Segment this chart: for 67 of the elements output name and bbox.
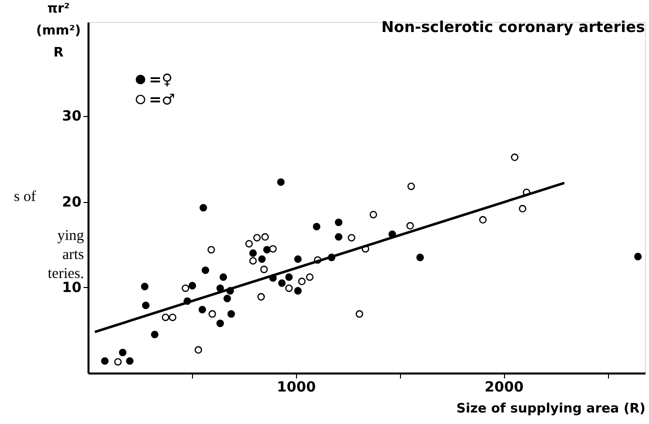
point (298, 278, 306, 286)
point (370, 210, 378, 218)
text: arts (62, 247, 84, 263)
point (407, 182, 415, 190)
point (118, 348, 126, 356)
x-tick-label: 1000 (276, 380, 316, 396)
y-tick-label: 10 (62, 280, 82, 296)
y-axis-title: πr² (mm²) R (36, 2, 81, 60)
point (142, 302, 150, 310)
point (216, 320, 224, 328)
point (223, 294, 232, 302)
point (416, 254, 424, 262)
point (348, 234, 356, 242)
point (220, 273, 228, 281)
point (168, 314, 176, 322)
point (356, 310, 364, 318)
point (261, 233, 269, 241)
point (249, 249, 257, 257)
point (257, 293, 265, 301)
point (114, 358, 122, 366)
y-tick-label: 20 (62, 194, 82, 210)
legend-label: =♀ (149, 70, 173, 88)
point (294, 255, 302, 263)
point (278, 279, 286, 287)
point (249, 257, 257, 265)
point (294, 287, 302, 295)
point (200, 204, 208, 212)
point (269, 245, 277, 253)
point (260, 266, 268, 274)
y-tick-label: 30 (62, 108, 82, 125)
point (334, 233, 342, 241)
chart-title: Non-sclerotic coronary arteries (381, 18, 646, 36)
text: s of (14, 189, 36, 205)
point (285, 284, 293, 292)
point (101, 357, 109, 365)
point (479, 216, 487, 224)
legend-label: =♂ (149, 90, 176, 108)
text: teries. (48, 266, 84, 282)
point (208, 310, 216, 318)
point (245, 240, 253, 248)
point (202, 266, 210, 274)
point (510, 154, 518, 162)
point (263, 246, 271, 254)
point (162, 314, 170, 322)
x-tick-label: 2000 (484, 380, 524, 396)
x-axis-title: Size of supplying area (R) (456, 402, 646, 416)
point (198, 306, 206, 314)
point (150, 330, 158, 338)
point (334, 218, 342, 226)
text: ying (57, 228, 84, 244)
point (518, 204, 526, 212)
point (258, 255, 266, 263)
point (140, 282, 148, 290)
point (188, 282, 196, 290)
point (277, 178, 285, 186)
point (306, 273, 314, 281)
point (285, 273, 293, 281)
point (406, 222, 414, 230)
point (253, 234, 261, 242)
point (194, 346, 202, 354)
point (634, 252, 642, 260)
point (227, 310, 235, 318)
point (182, 284, 190, 292)
point (207, 246, 216, 254)
point (216, 284, 224, 292)
point (126, 357, 134, 365)
point (312, 222, 320, 230)
